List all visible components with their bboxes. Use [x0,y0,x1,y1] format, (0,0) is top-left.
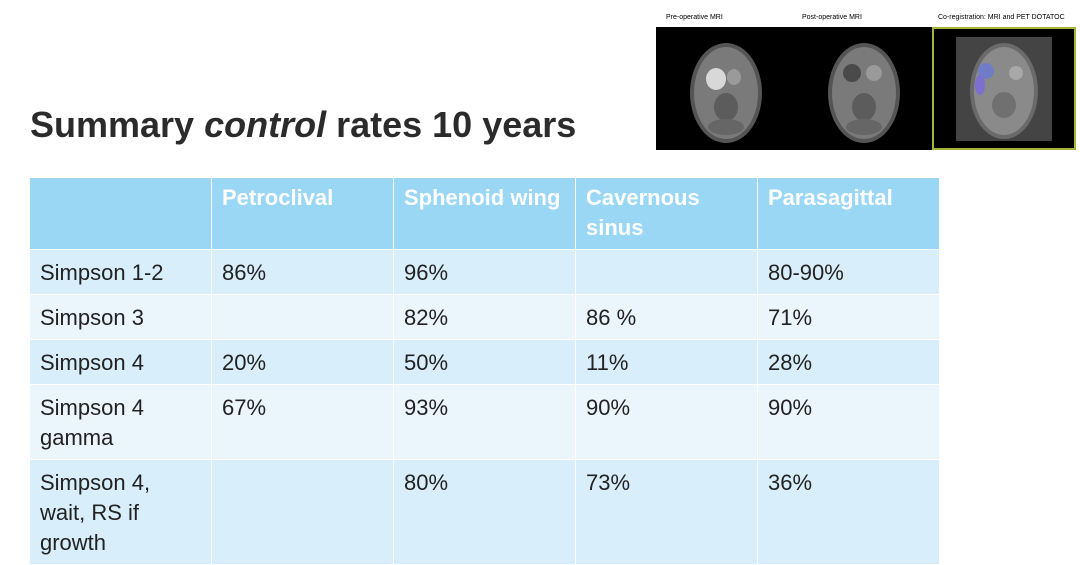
figure-label-coreg: Co-registration: MRI and PET DOTATOC [938,14,1065,21]
mri-preop-image [656,27,794,150]
header-cell-sphenoid-wing: Sphenoid wing [393,177,576,250]
table-cell: 67% [211,384,394,460]
table-cell [211,294,394,340]
mri-figure: Pre-operative MRI Post-operative MRI Co-… [656,14,1076,152]
table-row: Simpson 4 gamma 67% 93% 90% 90% [29,384,940,460]
mri-coregistration-image [932,27,1076,150]
header-cell-empty [29,177,212,250]
table-row: Simpson 4 20% 50% 11% 28% [29,339,940,385]
table-cell: 11% [575,339,758,385]
table-cell: 90% [757,384,940,460]
table-cell: 71% [757,294,940,340]
table-cell: 50% [393,339,576,385]
header-cell-petroclival: Petroclival [211,177,394,250]
table-header-row: Petroclival Sphenoid wing Cavernous sinu… [29,177,940,250]
figure-label-preop: Pre-operative MRI [666,14,723,21]
control-rates-table: Petroclival Sphenoid wing Cavernous sinu… [29,177,940,565]
table-cell: 90% [575,384,758,460]
title-part-1: Summary [30,104,205,145]
table-cell: 96% [393,249,576,295]
table-row: Simpson 3 82% 86 % 71% [29,294,940,340]
figure-label-postop: Post-operative MRI [802,14,862,21]
table-cell: 36% [757,459,940,565]
row-label: Simpson 4 gamma [29,384,212,460]
table-cell: 80% [393,459,576,565]
slide-title: Summary control rates 10 years [30,104,576,146]
title-part-3: rates 10 years [326,104,577,145]
table-cell: 86% [211,249,394,295]
table-cell: 86 % [575,294,758,340]
table-row: Simpson 4, wait, RS if growth 80% 73% 36… [29,459,940,565]
table-cell: 93% [393,384,576,460]
mri-postop-image [794,27,932,150]
row-label: Simpson 4 [29,339,212,385]
title-emphasis: control [204,104,327,145]
table-cell: 28% [757,339,940,385]
table-cell: 82% [393,294,576,340]
table-cell [575,249,758,295]
table-cell: 73% [575,459,758,565]
table-row: Simpson 1-2 86% 96% 80-90% [29,249,940,295]
header-cell-parasagittal: Parasagittal [757,177,940,250]
table-cell: 20% [211,339,394,385]
table-cell [211,459,394,565]
header-cell-cavernous-sinus: Cavernous sinus [575,177,758,250]
table-cell: 80-90% [757,249,940,295]
row-label: Simpson 1-2 [29,249,212,295]
row-label: Simpson 3 [29,294,212,340]
row-label: Simpson 4, wait, RS if growth [29,459,212,565]
